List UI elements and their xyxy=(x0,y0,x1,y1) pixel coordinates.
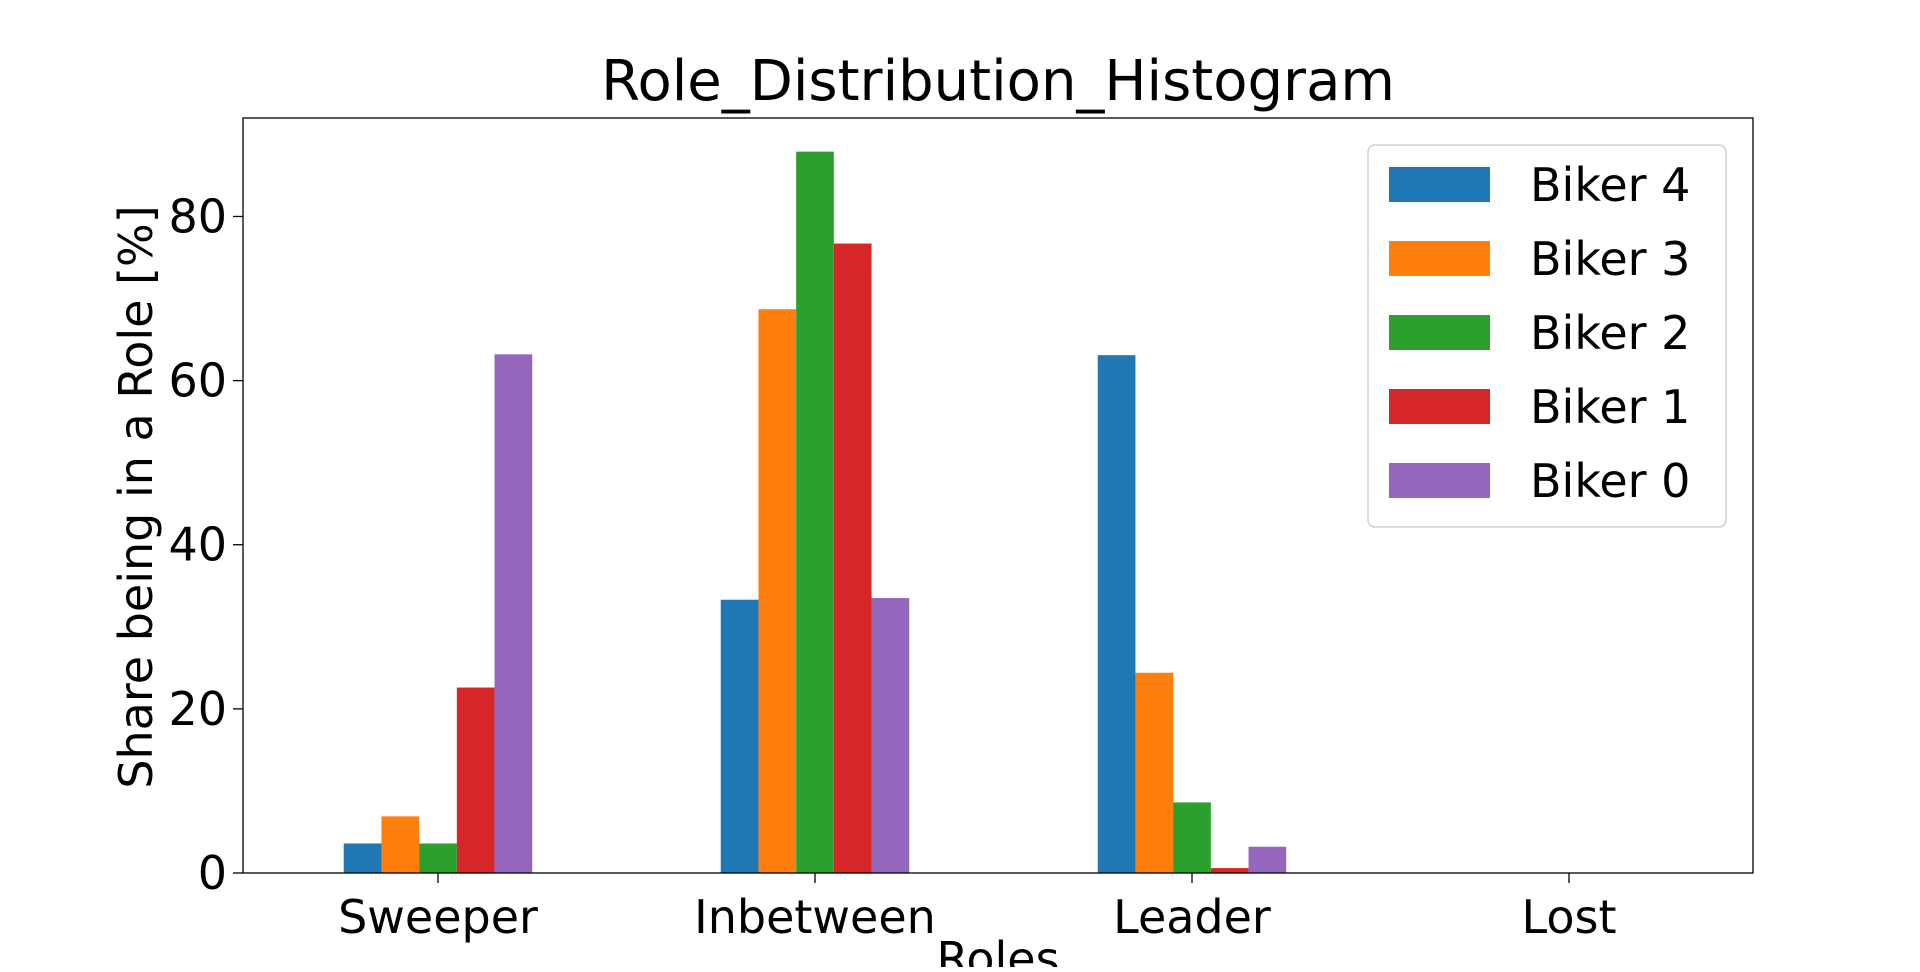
legend-box xyxy=(1367,144,1727,528)
x-axis-label: Roles xyxy=(936,932,1059,967)
x-axis-ticks: Sweeper Inbetween Leader Lost xyxy=(338,873,1616,944)
y-axis-label: Share being in a Role [%] xyxy=(109,205,163,788)
x-tick-label-lost: Lost xyxy=(1522,890,1617,944)
bar-biker-0-inbetween xyxy=(871,598,910,873)
legend-swatch-biker-0 xyxy=(1389,463,1490,498)
bar-biker-3-inbetween xyxy=(758,309,797,874)
bar-biker-1-leader xyxy=(1210,868,1249,873)
y-tick-label: 60 xyxy=(168,354,227,408)
bar-biker-2-sweeper xyxy=(419,843,457,873)
bar-biker-3-sweeper xyxy=(381,816,420,874)
bar-biker-1-inbetween xyxy=(833,243,872,873)
plot-frame xyxy=(242,117,1754,874)
y-tick-label: 80 xyxy=(168,189,227,243)
bar-biker-4-leader xyxy=(1097,355,1136,873)
y-axis-ticks: 0 20 40 60 80 xyxy=(168,189,243,900)
bar-biker-0-sweeper xyxy=(494,354,533,874)
legend-swatch-biker-2 xyxy=(1389,315,1490,350)
y-tick-label: 0 xyxy=(198,846,227,900)
x-tick-label-inbetween: Inbetween xyxy=(694,890,936,944)
bar-biker-3-leader xyxy=(1135,672,1174,873)
bar-biker-0-leader xyxy=(1248,846,1287,873)
legend-label-biker-4: Biker 4 xyxy=(1530,158,1690,212)
legend: Biker 4 Biker 3 Biker 2 Biker 1 Biker 0 xyxy=(1367,144,1727,528)
x-tick-label-sweeper: Sweeper xyxy=(338,890,538,944)
bar-biker-4-sweeper xyxy=(343,843,382,873)
y-tick-label: 20 xyxy=(168,682,227,736)
legend-swatch-biker-4 xyxy=(1389,167,1490,202)
bar-biker-2-leader xyxy=(1173,802,1211,873)
bar-biker-2-inbetween xyxy=(796,151,834,873)
legend-label-biker-0: Biker 0 xyxy=(1530,454,1690,508)
y-tick-label: 40 xyxy=(168,518,227,572)
legend-swatch-biker-1 xyxy=(1389,389,1490,424)
bar-biker-4-inbetween xyxy=(720,599,759,873)
x-tick-label-leader: Leader xyxy=(1113,890,1271,944)
bars-layer xyxy=(343,151,1287,874)
legend-swatch-biker-3 xyxy=(1389,241,1490,276)
legend-label-biker-3: Biker 3 xyxy=(1530,232,1690,286)
chart-title: Role_Distribution_Histogram xyxy=(601,49,1395,114)
bar-biker-1-sweeper xyxy=(456,687,495,873)
legend-label-biker-1: Biker 1 xyxy=(1530,380,1690,434)
legend-label-biker-2: Biker 2 xyxy=(1530,306,1690,360)
